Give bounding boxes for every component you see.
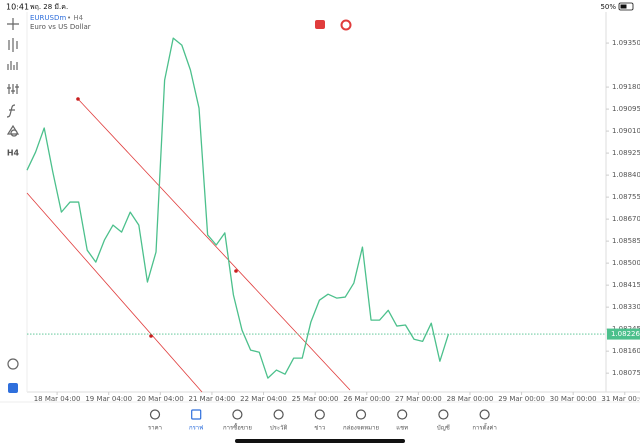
nav-item[interactable]: แชท <box>396 409 408 432</box>
x-tick-label: 20 Mar 04:00 <box>137 395 184 403</box>
left-toolbar: H4 <box>7 18 20 393</box>
x-tick-label: 26 Mar 00:00 <box>343 395 390 403</box>
nav-label[interactable]: ข่าว <box>314 425 325 432</box>
zoom-tool[interactable] <box>7 358 19 370</box>
nav-label[interactable]: กล่องจดหมาย <box>343 425 379 432</box>
current-price-label: 1.08226 <box>611 330 640 338</box>
chart-layer: 1.09350 1.09180 1.09095 1.09010 1.08925 1.088… <box>26 37 640 403</box>
nav-icon[interactable] <box>314 409 325 420</box>
x-tick-label: 25 Mar 00:00 <box>292 395 339 403</box>
app-tool[interactable] <box>8 383 18 393</box>
nav-icon[interactable] <box>232 409 243 420</box>
x-tick-label: 31 Mar 00:00 <box>601 395 640 403</box>
shapes-tool[interactable] <box>6 124 20 137</box>
indicators-tool[interactable] <box>7 61 18 70</box>
nav-icon[interactable] <box>355 409 367 420</box>
y-tick-label: 1.08840 <box>612 171 640 179</box>
x-tick-label: 29 Mar 00:00 <box>498 395 545 403</box>
timeframe: • H4 <box>67 14 84 22</box>
y-tick-label: 1.08670 <box>612 215 640 223</box>
chart-type-tool[interactable] <box>8 38 18 52</box>
nav-icon[interactable] <box>438 409 449 420</box>
y-tick-label: 1.08330 <box>612 303 640 311</box>
trend-handle[interactable] <box>149 334 153 338</box>
one-click-trading[interactable] <box>315 20 325 29</box>
nav-item[interactable]: ประวัติ <box>270 409 288 432</box>
y-tick-label: 1.08075 <box>612 369 640 377</box>
y-tick-label: 1.08415 <box>612 281 640 289</box>
x-tick-label: 28 Mar 00:00 <box>447 395 494 403</box>
nav-label[interactable]: การซื้อขาย <box>223 422 252 432</box>
nav-label[interactable]: ประวัติ <box>270 425 288 432</box>
symbol[interactable]: EURUSDm <box>30 14 66 22</box>
y-tick-label: 1.08160 <box>612 347 640 355</box>
y-tick-label: 1.09010 <box>612 127 640 135</box>
nav-label[interactable]: แชท <box>396 425 408 432</box>
nav-item[interactable]: ข่าว <box>314 409 325 432</box>
home-indicator <box>235 439 405 443</box>
status-date: พฤ. 28 มี.ค. <box>30 3 68 11</box>
y-tick-label: 1.08925 <box>612 149 640 157</box>
y-tick-label: 1.08755 <box>612 193 640 201</box>
trend-line[interactable] <box>26 192 203 393</box>
nav-label[interactable]: การตั้งค่า <box>472 422 496 432</box>
nav-item[interactable]: ราคา <box>148 409 162 432</box>
trend-lines <box>26 97 351 393</box>
crosshair-tool[interactable] <box>7 18 19 30</box>
x-tick-label: 21 Mar 04:00 <box>189 395 236 403</box>
nav-item[interactable]: การซื้อขาย <box>223 409 252 432</box>
settings-tool[interactable] <box>7 84 19 94</box>
nav-item[interactable]: การตั้งค่า <box>472 409 497 432</box>
bottom-nav: ราคา กราฟ การซื้อขาย ประวัติ ข่าว กล่องจดหมาย… <box>148 409 497 432</box>
nav-item[interactable]: กราฟ <box>189 409 203 432</box>
nav-item[interactable]: บัญชี <box>437 409 450 432</box>
nav-icon[interactable] <box>479 409 490 420</box>
nav-icon[interactable] <box>397 409 408 420</box>
trend-handle[interactable] <box>234 269 238 273</box>
battery-icon <box>618 2 634 11</box>
trend-line[interactable] <box>77 98 351 391</box>
nav-icon[interactable] <box>191 409 202 420</box>
price-line <box>26 37 450 379</box>
nav-icon[interactable] <box>273 409 284 420</box>
current-price-tag <box>607 328 640 340</box>
depth-button[interactable] <box>340 19 352 31</box>
function-tool[interactable] <box>6 104 16 118</box>
battery-level: 50% <box>600 3 616 11</box>
x-tick-label: 27 Mar 00:00 <box>395 395 442 403</box>
nav-label[interactable]: บัญชี <box>437 424 450 432</box>
x-tick-label: 30 Mar 00:00 <box>550 395 597 403</box>
trend-handle[interactable] <box>76 97 80 101</box>
x-tick-label: 22 Mar 04:00 <box>240 395 287 403</box>
nav-label[interactable]: ราคา <box>148 425 162 432</box>
y-tick-label: 1.08500 <box>612 259 640 267</box>
status-time: 10:41 <box>6 3 29 12</box>
y-tick-label: 1.09180 <box>612 83 640 91</box>
battery-fill <box>620 4 627 9</box>
timeframe-button[interactable]: H4 <box>7 149 20 158</box>
nav-label[interactable]: กราฟ <box>189 425 203 432</box>
y-tick-label: 1.08585 <box>612 237 640 245</box>
x-tick-label: 19 Mar 04:00 <box>85 395 132 403</box>
x-tick-label: 18 Mar 04:00 <box>34 395 81 403</box>
y-tick-label: 1.09095 <box>612 105 640 113</box>
nav-icon[interactable] <box>149 409 161 420</box>
symbol-description: Euro vs US Dollar <box>30 23 91 31</box>
y-tick-label: 1.09350 <box>612 39 640 47</box>
nav-item[interactable]: กล่องจดหมาย <box>343 409 379 432</box>
